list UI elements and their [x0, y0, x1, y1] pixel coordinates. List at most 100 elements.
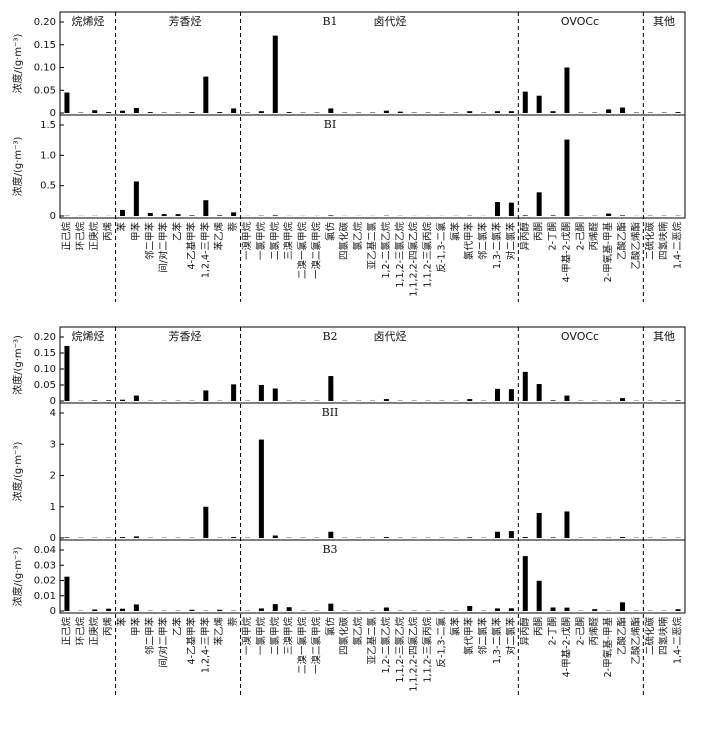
bar [189, 215, 194, 216]
x-tick-label: 邻二甲苯 [144, 617, 156, 656]
bar [495, 389, 500, 401]
bar [106, 609, 111, 611]
group-label: 卤代烃 [374, 330, 407, 343]
y-tick-label: 0.01 [34, 591, 56, 602]
y-tick-label: 0.05 [34, 85, 56, 96]
x-tick-label: 间/对二甲苯 [158, 617, 170, 668]
bar [328, 215, 333, 216]
group-label: 烷烯烃 [72, 329, 105, 343]
x-tick-label: 正己烷 [60, 617, 72, 646]
bar [467, 606, 472, 611]
bar [564, 140, 569, 216]
y-tick-label: 2 [50, 471, 56, 482]
x-tick-label: 甲苯 [130, 222, 142, 242]
bar [495, 202, 500, 216]
y-tick-label: 0.15 [34, 40, 56, 51]
x-tick-label: 四氯化碳 [338, 617, 350, 656]
bar [495, 532, 500, 538]
x-tick-label: 苯乙烯 [213, 617, 225, 646]
x-tick-label: 氯苯 [449, 222, 461, 242]
x-tick-label: 一溴甲烷 [241, 617, 253, 656]
x-tick-label: 一溴甲烷 [241, 222, 253, 261]
bar [259, 111, 264, 113]
x-tick-label: 2-甲氧基-甲基 [602, 617, 614, 678]
x-tick-label: 三溴甲烷 [283, 617, 295, 656]
panel-title: B2 [322, 330, 337, 343]
bar [217, 112, 222, 113]
bar [134, 396, 139, 401]
bar [606, 109, 611, 113]
x-tick-label: 乙酸乙酯 [616, 222, 628, 261]
bar [384, 537, 389, 538]
x-tick-label: 亚乙基二氯 [366, 617, 378, 665]
x-tick-label: 间/对二甲苯 [158, 222, 170, 273]
bar [120, 400, 125, 401]
x-tick-label: 1,2,4-三甲苯 [199, 617, 211, 674]
y-tick-label: 0.5 [40, 181, 56, 192]
x-tick-label: 乙酸乙烯酯 [630, 222, 642, 270]
panel-title: B1 [322, 15, 337, 28]
bar [676, 400, 681, 401]
x-tick-label: 氯苯 [449, 617, 461, 637]
bar [551, 607, 556, 611]
x-tick-label: 苯 [116, 222, 128, 232]
x-tick-label: 四氯化碳 [338, 222, 350, 261]
bar [273, 215, 278, 216]
y-tick-label: 0.05 [34, 380, 56, 391]
bar [509, 111, 514, 113]
group-label: 其他 [653, 15, 675, 28]
y-axis-label: 浓度/(g·m⁻³) [11, 335, 24, 395]
bar [134, 108, 139, 113]
bar [273, 604, 278, 611]
bar [564, 511, 569, 538]
y-tick-label: 0.15 [34, 348, 56, 359]
bar [467, 399, 472, 401]
x-tick-label: 丙烯醛 [588, 617, 600, 646]
x-tick-label: 4-乙基甲苯 [185, 617, 197, 665]
bar [564, 68, 569, 114]
x-tick-label: 一溴二氯甲烷 [310, 222, 322, 280]
bar [509, 531, 514, 538]
y-tick-label: 0.20 [34, 17, 56, 28]
x-tick-label: 萘 [228, 617, 239, 627]
y-tick-label: 4 [50, 408, 56, 419]
x-tick-label: 氯乙烷 [352, 222, 364, 251]
x-tick-label: 对二氯苯 [505, 222, 517, 261]
x-tick-label: 正己烷 [60, 222, 72, 251]
x-tick-label: 氯代甲苯 [463, 222, 475, 261]
x-tick-label: 甲苯 [130, 617, 142, 637]
x-tick-label: 乙苯 [172, 222, 184, 242]
x-tick-label: 4-乙基甲苯 [185, 222, 197, 270]
bar [537, 96, 542, 113]
bar [106, 400, 111, 401]
bar [537, 581, 542, 611]
x-tick-label: 1,2,4-三甲苯 [199, 222, 211, 279]
x-tick-label: 二溴一氯甲烷 [297, 222, 309, 280]
bar [217, 215, 222, 216]
x-tick-label: 一氯甲烷 [255, 617, 267, 656]
bar [217, 610, 222, 611]
bar [148, 213, 153, 216]
group-label: 烷烯烃 [72, 14, 105, 28]
bar [551, 111, 556, 113]
panel-title: BII [322, 406, 339, 419]
x-tick-label: 苯 [116, 617, 128, 627]
x-tick-label: 四氢呋喃 [658, 617, 670, 656]
x-tick-label: 1,1,2,2-四氯乙烷 [408, 222, 420, 297]
group-label: 芳香烃 [169, 329, 202, 343]
x-tick-label: 邻二氯苯 [477, 222, 489, 261]
bar [64, 93, 69, 113]
bar [189, 112, 194, 113]
panel-frame [60, 540, 685, 613]
x-tick-label: 丙烯 [102, 222, 114, 242]
bar [523, 556, 528, 611]
bar [551, 215, 556, 216]
bar [537, 192, 542, 216]
x-tick-label: 二硫化碳 [644, 222, 656, 261]
bar [384, 111, 389, 113]
x-tick-label: 1,1,2,2-四氯乙烷 [408, 617, 420, 692]
x-tick-label: 丙烯醛 [588, 222, 600, 251]
bar [134, 536, 139, 538]
x-tick-label: 异丙醇 [519, 617, 531, 646]
